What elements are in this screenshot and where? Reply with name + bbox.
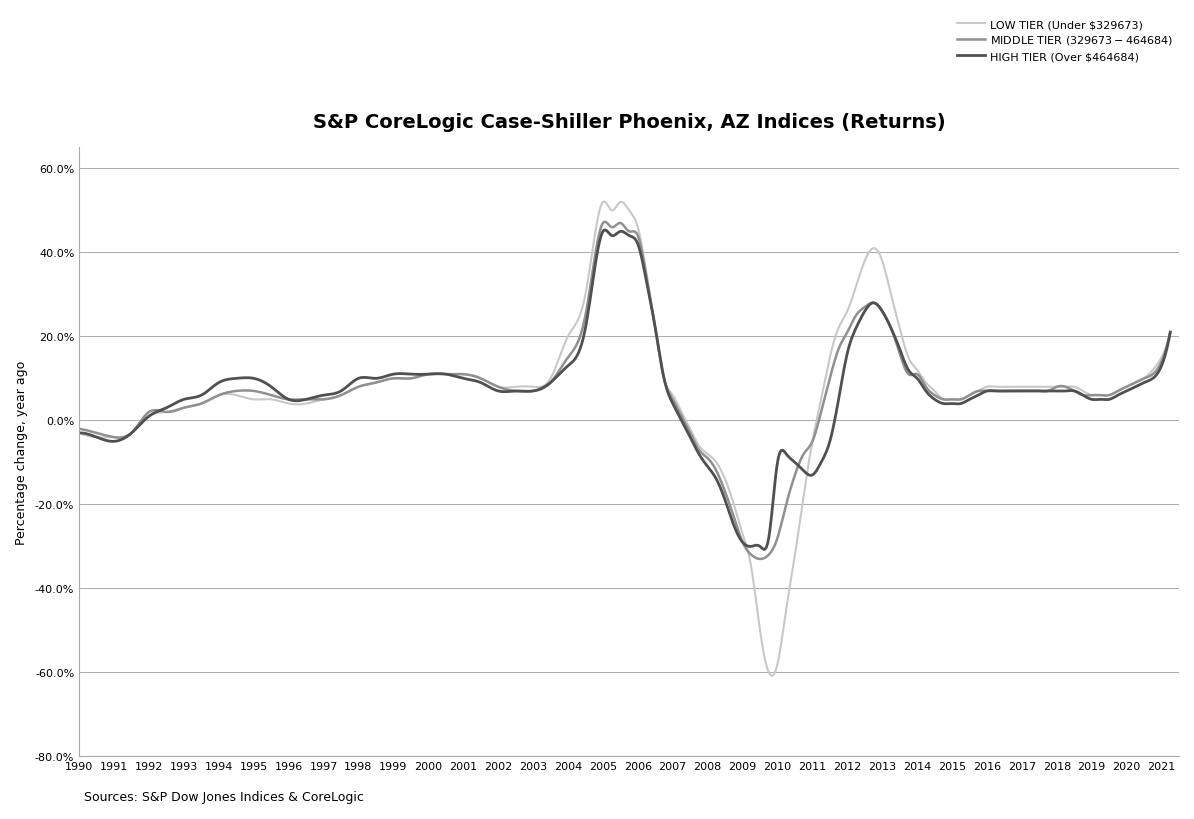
Y-axis label: Percentage change, year ago: Percentage change, year ago [16, 360, 27, 545]
Line: HIGH TIER (Over $464684): HIGH TIER (Over $464684) [79, 231, 1170, 550]
MIDDLE TIER ($329673 - $464684) [1014, 387, 1028, 396]
MIDDLE TIER ($329673 - $464684) [1163, 328, 1177, 337]
HIGH TIER (Over $464684) [1163, 328, 1177, 337]
LOW TIER (Under $329673) [736, 530, 750, 540]
HIGH TIER (Over $464684) [598, 226, 613, 236]
LOW TIER (Under $329673) [1014, 382, 1028, 392]
HIGH TIER (Over $464684) [770, 461, 784, 471]
HIGH TIER (Over $464684) [757, 545, 771, 554]
HIGH TIER (Over $464684) [139, 414, 153, 424]
MIDDLE TIER ($329673 - $464684) [598, 218, 613, 228]
LOW TIER (Under $329673) [707, 455, 721, 465]
LOW TIER (Under $329673) [770, 661, 784, 671]
LOW TIER (Under $329673) [903, 355, 917, 365]
LOW TIER (Under $329673) [764, 671, 778, 681]
HIGH TIER (Over $464684) [707, 471, 721, 481]
MIDDLE TIER ($329673 - $464684) [753, 554, 768, 564]
Title: S&P CoreLogic Case-Shiller Phoenix, AZ Indices (Returns): S&P CoreLogic Case-Shiller Phoenix, AZ I… [313, 112, 946, 131]
Line: LOW TIER (Under $329673): LOW TIER (Under $329673) [79, 202, 1170, 676]
Line: MIDDLE TIER ($329673 - $464684): MIDDLE TIER ($329673 - $464684) [79, 223, 1170, 559]
LOW TIER (Under $329673) [596, 197, 610, 207]
Legend: LOW TIER (Under $329673), MIDDLE TIER ($329673 - $464684), HIGH TIER (Over $4646: LOW TIER (Under $329673), MIDDLE TIER ($… [956, 20, 1174, 62]
MIDDLE TIER ($329673 - $464684) [72, 424, 86, 434]
MIDDLE TIER ($329673 - $464684) [770, 535, 784, 545]
HIGH TIER (Over $464684) [736, 538, 750, 548]
LOW TIER (Under $329673) [1163, 328, 1177, 337]
LOW TIER (Under $329673) [139, 414, 153, 424]
MIDDLE TIER ($329673 - $464684) [903, 370, 917, 380]
LOW TIER (Under $329673) [72, 428, 86, 438]
MIDDLE TIER ($329673 - $464684) [139, 410, 153, 420]
Text: Sources: S&P Dow Jones Indices & CoreLogic: Sources: S&P Dow Jones Indices & CoreLog… [84, 790, 363, 803]
HIGH TIER (Over $464684) [903, 367, 917, 377]
HIGH TIER (Over $464684) [72, 428, 86, 438]
MIDDLE TIER ($329673 - $464684) [707, 462, 721, 472]
HIGH TIER (Over $464684) [1014, 387, 1028, 396]
MIDDLE TIER ($329673 - $464684) [736, 538, 750, 548]
